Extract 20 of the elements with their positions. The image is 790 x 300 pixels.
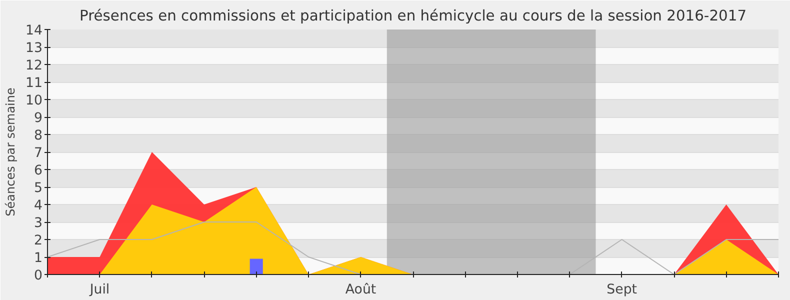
y-tick-label: 7 xyxy=(34,146,43,161)
y-tick-label: 4 xyxy=(34,198,43,214)
y-tick-label: 5 xyxy=(34,181,43,196)
y-tick-label: 1 xyxy=(34,251,43,266)
chart-title: Présences en commissions et participation en hémicycle au cours de la session 2016-2017 xyxy=(79,8,747,24)
y-tick-label: 2 xyxy=(34,234,43,248)
x-tick-label: Sept xyxy=(606,282,638,298)
y-tick-label: 10 xyxy=(26,94,43,108)
y-tick-label: 6 xyxy=(34,164,43,178)
y-tick-label: 3 xyxy=(34,216,43,231)
y-tick-label: 8 xyxy=(34,128,43,144)
x-tick-label: Août xyxy=(345,282,376,298)
x-tick-label: Juil xyxy=(88,282,110,298)
y-tick-label: 0 xyxy=(34,268,43,284)
y-tick-label: 9 xyxy=(34,111,43,126)
y-tick-label: 13 xyxy=(26,41,43,56)
y-tick-label: 11 xyxy=(26,76,43,91)
y-axis-title: Séances par semaine xyxy=(4,88,18,216)
y-tick-label: 12 xyxy=(26,58,43,74)
y-tick-label: 14 xyxy=(26,24,43,38)
